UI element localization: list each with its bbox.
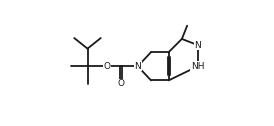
Text: N: N — [194, 41, 201, 50]
Text: O: O — [103, 62, 110, 71]
Text: N: N — [135, 62, 141, 71]
Text: O: O — [118, 79, 124, 88]
Text: NH: NH — [191, 62, 204, 71]
